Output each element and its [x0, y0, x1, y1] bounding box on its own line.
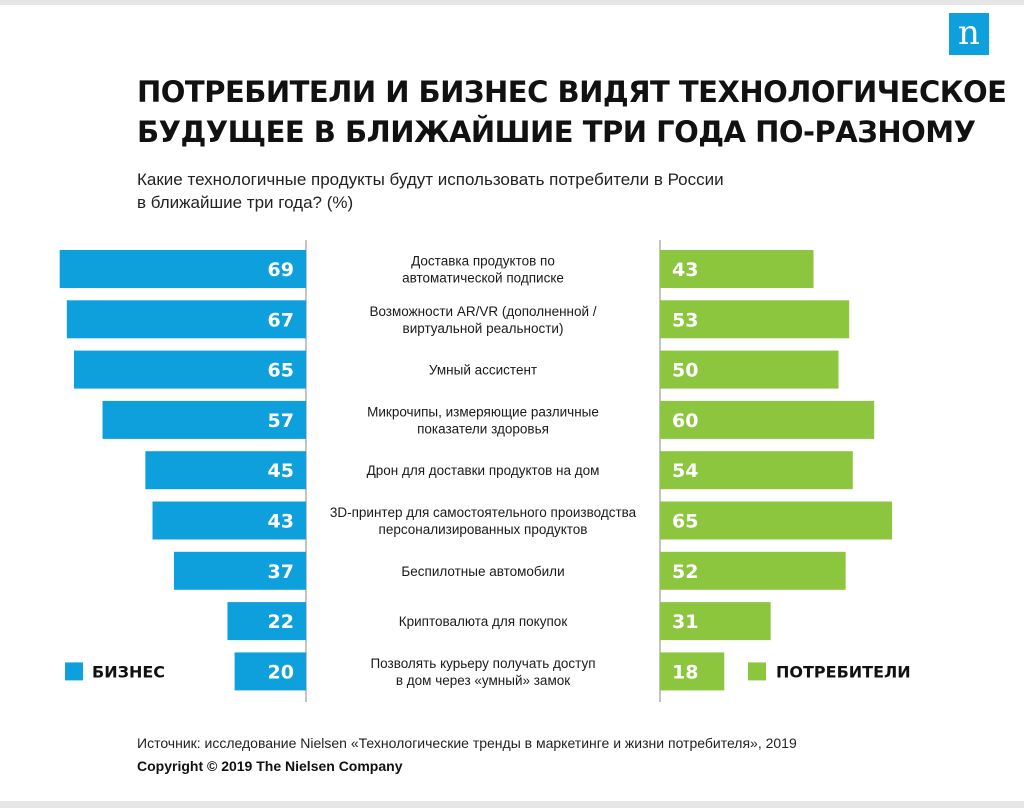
- butterfly-bar-chart: 69 43 Доставка продуктов по автоматической …: [59, 240, 911, 702]
- bar-business: [234, 652, 306, 691]
- category-label: виртуальной реальности): [403, 321, 564, 336]
- bar-consumers-value: 43: [672, 259, 698, 281]
- top-strip: [0, 0, 1024, 5]
- bar-consumers: [660, 350, 839, 389]
- bar-consumers: [660, 400, 875, 439]
- legend-business-swatch: [65, 662, 83, 681]
- bar-business: [73, 350, 306, 389]
- bar-consumers-value: 54: [672, 460, 698, 482]
- category-label: Умный ассистент: [429, 363, 537, 378]
- category-label: Криптовалюта для покупок: [399, 614, 568, 629]
- category-label: Беспилотные автомобили: [401, 564, 564, 579]
- copyright-note: Copyright © 2019 The Nielsen Company: [137, 758, 403, 774]
- category-label: автоматической подписке: [402, 271, 564, 286]
- category-label: Микрочипы, измеряющие различные: [367, 404, 599, 419]
- bar-consumers-value: 50: [672, 360, 698, 382]
- chart-title-line-1: ПОТРЕБИТЕЛИ И БИЗНЕС ВИДЯТ ТЕХНОЛОГИЧЕСК…: [137, 75, 1007, 109]
- bar-business-value: 65: [268, 360, 294, 382]
- bottom-strip: [0, 801, 1024, 808]
- category-label: Позволять курьеру получать доступ: [370, 656, 595, 671]
- bar-business-value: 37: [268, 561, 294, 583]
- category-label: в дом через «умный» замок: [396, 673, 570, 688]
- bar-consumers: [660, 652, 725, 691]
- bar-consumers-value: 31: [672, 611, 698, 633]
- category-label: Доставка продуктов по: [411, 254, 555, 269]
- bar-business-value: 22: [268, 611, 294, 633]
- bar-consumers-value: 65: [672, 511, 698, 533]
- legend-business-label: БИЗНЕС: [92, 662, 165, 681]
- source-note: Источник: исследование Nielsen «Технолог…: [137, 735, 797, 751]
- bar-business: [59, 250, 306, 288]
- subtitle-line-2: в ближайшие три года? (%): [137, 193, 354, 212]
- legend-consumers-swatch: [748, 662, 766, 681]
- category-label: показатели здоровья: [417, 421, 549, 436]
- chart-title: ПОТРЕБИТЕЛИ И БИЗНЕС ВИДЯТ ТЕХНОЛОГИЧЕСК…: [137, 72, 1007, 152]
- bar-business: [173, 551, 306, 590]
- bar-consumers-value: 60: [672, 410, 698, 432]
- bar-consumers: [660, 250, 814, 288]
- category-label: Возможности AR/VR (дополненной /: [369, 304, 596, 319]
- bar-business: [145, 451, 306, 490]
- bar-consumers-value: 53: [672, 309, 698, 331]
- category-label: персонализированных продуктов: [379, 522, 588, 537]
- nielsen-logo: n: [949, 13, 989, 55]
- subtitle-line-1: Какие технологичные продукты будут испол…: [137, 170, 724, 189]
- category-label: 3D-принтер для самостоятельного производ…: [330, 505, 637, 520]
- bar-consumers: [660, 501, 893, 540]
- chart-subtitle: Какие технологичные продукты будут испол…: [137, 168, 837, 214]
- bar-business: [152, 501, 306, 540]
- chart-title-line-2: БУДУЩЕЕ В БЛИЖАЙШИЕ ТРИ ГОДА ПО-РАЗНОМУ: [137, 115, 976, 149]
- category-label: Дрон для доставки продуктов на дом: [367, 463, 600, 478]
- bar-consumers: [660, 451, 853, 490]
- bar-consumers-value: 18: [672, 661, 698, 683]
- bar-business: [227, 602, 306, 641]
- bar-business-value: 45: [268, 460, 294, 482]
- bar-business: [66, 300, 306, 339]
- bar-consumers: [660, 551, 846, 590]
- bar-business-value: 67: [268, 309, 294, 331]
- bar-consumers: [660, 300, 850, 339]
- bar-business-value: 43: [268, 511, 294, 533]
- bar-business-value: 69: [268, 259, 294, 281]
- bar-business-value: 57: [268, 410, 294, 432]
- legend-consumers-label: ПОТРЕБИТЕЛИ: [776, 662, 911, 681]
- bar-business: [102, 400, 306, 439]
- bar-consumers-value: 52: [672, 561, 698, 583]
- bar-business-value: 20: [268, 661, 294, 683]
- bar-consumers: [660, 602, 771, 641]
